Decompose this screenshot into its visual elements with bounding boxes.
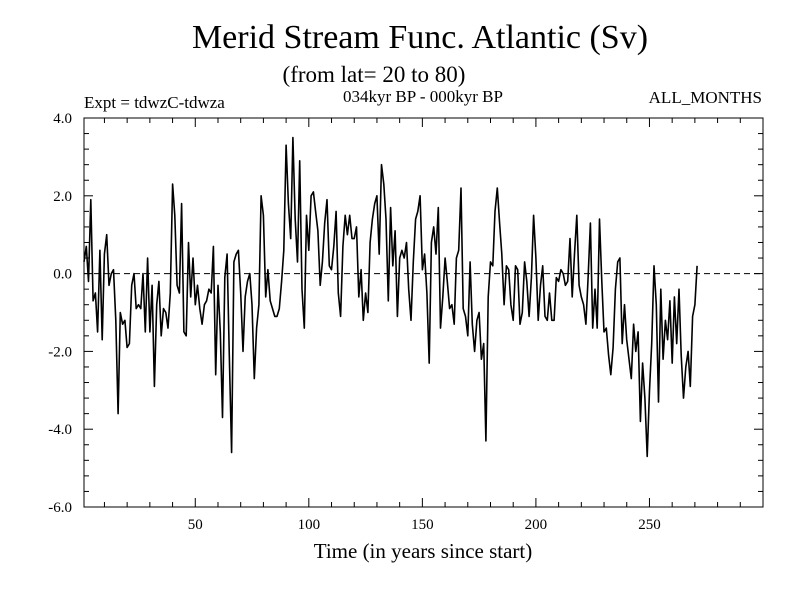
y-tick-label: 0.0 [53, 267, 72, 283]
x-tick-labels: 50 100 150 200 250 [188, 517, 661, 533]
y-tick-label: -2.0 [48, 344, 72, 360]
x-tick-label: 150 [411, 517, 434, 533]
months-label: ALL_MONTHS [649, 88, 762, 107]
y-tick-label: -6.0 [48, 500, 72, 516]
x-axis-label: Time (in years since start) [314, 539, 533, 563]
y-tick-label: 4.0 [53, 111, 72, 127]
x-tick-label: 50 [188, 517, 203, 533]
x-tick-label: 200 [525, 517, 548, 533]
x-tick-label: 250 [638, 517, 661, 533]
y-tick-label: 2.0 [53, 189, 72, 205]
plot-frame [83, 117, 764, 508]
period-label: 034kyr BP - 000kyr BP [343, 87, 503, 106]
series-line [83, 136, 698, 458]
x-tick-label: 100 [298, 517, 321, 533]
chart-subtitle: (from lat= 20 to 80) [283, 62, 466, 87]
axis-ticks [84, 117, 763, 508]
y-tick-labels: -6.0 -4.0 -2.0 0.0 2.0 4.0 [48, 111, 72, 516]
y-tick-label: -4.0 [48, 422, 72, 438]
chart-title: Merid Stream Func. Atlantic (Sv) [192, 19, 648, 56]
experiment-label: Expt = tdwzC-tdwza [84, 93, 225, 112]
